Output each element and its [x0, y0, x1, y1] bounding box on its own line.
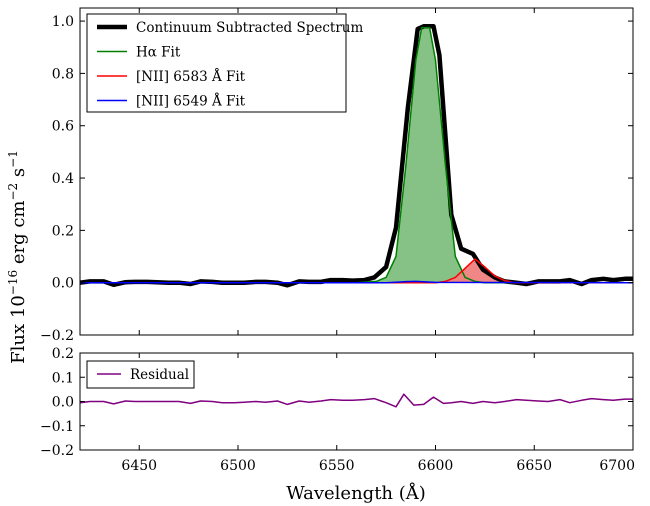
fit-line-1 — [80, 26, 633, 284]
legend-label: Residual — [130, 367, 189, 383]
x-tick-label: 6450 — [121, 458, 157, 474]
residual-line — [79, 393, 633, 408]
residual-legend: Residual — [86, 360, 195, 389]
y-tick-label: 0.0 — [52, 276, 74, 292]
y-tick-label: −0.1 — [40, 419, 74, 435]
y-axis-label-exponent: −2 — [6, 183, 20, 201]
y-tick-label: 0.2 — [52, 223, 74, 239]
residual-lines — [79, 393, 633, 408]
x-tick-label: 6550 — [319, 458, 355, 474]
legend-label: Continuum Subtracted Spectrum — [136, 20, 364, 36]
legend-label: [NII] 6549 Å Fit — [136, 94, 246, 110]
y-tick-label: 0.0 — [52, 395, 74, 411]
y-axis-label-exponent: −16 — [6, 270, 20, 295]
x-tick-label: 6650 — [516, 458, 552, 474]
y-tick-label: 0.4 — [52, 171, 74, 187]
y-tick-label: −0.2 — [40, 328, 74, 344]
y-axis-label-part: erg cm — [8, 201, 29, 270]
y-tick-label: 0.1 — [52, 370, 74, 386]
spectrum-y-ticks: −0.2 0.0 0.2 0.4 0.6 0.8 1.0 — [40, 14, 633, 344]
spectrum-lines — [79, 24, 634, 288]
y-tick-label: 1.0 — [52, 14, 74, 30]
y-axis-label-part: Flux 10 — [8, 295, 29, 364]
x-tick-label: 6600 — [418, 458, 454, 474]
x-tick-label: 6500 — [220, 458, 256, 474]
y-axis-label-part: s — [8, 168, 29, 183]
residual-x-ticks: 6450 6500 6550 6600 6650 6700 — [121, 353, 635, 474]
residual-panel: −0.2 −0.1 0.0 0.1 0.2 6450 6500 6550 6600 6650 67… — [40, 346, 635, 474]
y-axis-label-exponent: −1 — [6, 150, 20, 168]
legend-label: [NII] 6583 Å Fit — [136, 69, 246, 85]
x-axis-label: Wavelength (Å) — [286, 482, 426, 504]
x-tick-label: 6700 — [599, 458, 635, 474]
fit-line-3 — [80, 280, 634, 284]
y-tick-label: −0.2 — [40, 443, 74, 459]
y-axis-label: Flux 10−16 erg cm−2 s−1 — [6, 150, 29, 364]
residual-y-ticks: −0.2 −0.1 0.0 0.1 0.2 — [40, 346, 633, 459]
spectrum-legend: Continuum Subtracted Spectrum Hα Fit [NII]… — [86, 13, 364, 113]
spectrum-x-ticks — [138, 8, 634, 335]
y-tick-label: 0.6 — [52, 119, 74, 135]
y-tick-label: 0.2 — [52, 346, 74, 362]
spectrum-axes-frame — [79, 7, 634, 336]
legend-box — [86, 13, 347, 113]
y-tick-label: 0.8 — [52, 66, 74, 82]
legend-label: Hα Fit — [136, 45, 181, 61]
spectrum-panel: −0.2 0.0 0.2 0.4 0.6 0.8 1.0 Continuum Subtrac… — [40, 7, 634, 344]
